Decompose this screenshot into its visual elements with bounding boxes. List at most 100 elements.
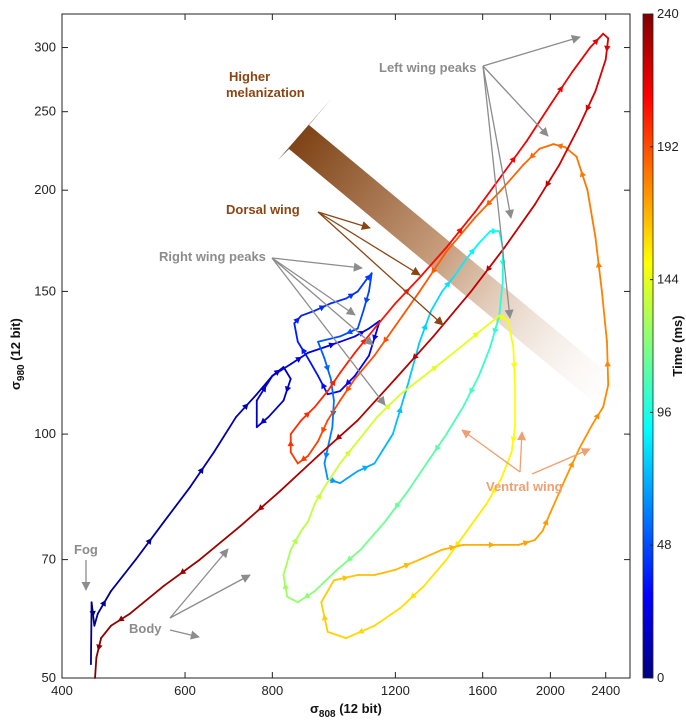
trajectory-arrowhead	[335, 433, 343, 441]
trajectory-arrowhead	[347, 293, 355, 300]
trajectory-segment	[445, 216, 476, 253]
y-axis-label: σ980 (12 bit)	[8, 318, 27, 390]
trajectory-segment	[293, 322, 299, 343]
trajectory-arrowhead	[604, 45, 611, 52]
trajectory-arrowhead	[499, 260, 507, 267]
y-tick-label: 200	[34, 182, 56, 197]
arrow-dorsal-3	[317, 211, 444, 326]
trajectory-arrowhead	[321, 426, 328, 434]
trajectory-segment	[477, 230, 492, 245]
trajectory-arrowhead	[412, 353, 419, 360]
trajectory-arrowhead	[301, 347, 308, 355]
trajectory-arrowhead	[342, 575, 349, 582]
trajectory-segment	[94, 656, 98, 679]
trajectory-segment	[423, 558, 448, 587]
trajectory-segment	[485, 314, 501, 327]
trajectory-arrowhead	[456, 227, 463, 235]
annotation-higher-melanization-line2: melanization	[226, 85, 305, 100]
trajectory-arrowhead	[303, 592, 311, 599]
trajectory-segment	[453, 256, 469, 277]
trajectory-arrowhead	[323, 364, 330, 372]
trajectory-arrowhead	[595, 261, 603, 268]
trajectory-segment	[271, 363, 292, 377]
x-tick-label: 1200	[381, 683, 410, 698]
trajectory-segment	[110, 558, 137, 593]
arrow-body-2	[169, 574, 251, 619]
arrow-left-peak-4	[482, 65, 514, 319]
trajectory-segment	[317, 335, 341, 343]
trajectory-arrowhead	[315, 492, 322, 500]
trajectory-segment	[373, 302, 397, 330]
trajectory-arrowhead	[472, 331, 480, 339]
trajectory-arrowhead	[96, 644, 103, 651]
trajectory-arrowhead	[557, 85, 564, 93]
trajectory-arrowhead	[291, 537, 298, 545]
colorbar-tick-label: 192	[657, 139, 679, 154]
trajectory-segment	[313, 568, 338, 593]
trajectory-segment	[432, 290, 472, 338]
trajectory-segment	[477, 346, 492, 377]
trajectory-arrowhead	[431, 365, 438, 372]
trajectory-arrowhead	[492, 327, 499, 335]
arrow-right-peak-3	[271, 257, 374, 346]
trajectory-arrowhead	[179, 568, 187, 575]
trajectory-arrowhead	[321, 614, 329, 621]
trajectory-arrowhead	[357, 330, 365, 337]
trajectory-segment	[307, 503, 316, 523]
trajectory-segment	[326, 426, 334, 450]
trajectory-arrowhead	[364, 274, 371, 281]
trajectory-arrowhead	[396, 406, 403, 414]
trajectory-arrowhead	[329, 379, 336, 387]
trajectory-arrowhead	[344, 449, 351, 457]
trajectory-arrowhead	[372, 334, 379, 342]
trajectory-arrowhead	[510, 362, 518, 370]
colorbar-tick-label: 240	[657, 6, 679, 21]
trajectory-segment	[356, 278, 368, 293]
series-trajectory	[282, 228, 507, 604]
trajectory-segment	[329, 297, 347, 305]
trajectory-arrowhead	[145, 538, 152, 545]
series-trajectory	[287, 143, 611, 576]
trajectory-segment	[430, 290, 444, 312]
colorbar-tick-label: 0	[657, 670, 664, 685]
series-trajectory	[89, 272, 381, 666]
trajectory-arrowhead	[89, 610, 96, 618]
y-tick-label: 300	[34, 40, 56, 55]
trajectory-segment	[213, 416, 238, 454]
series-layer	[89, 32, 611, 679]
trajectory-segment	[289, 419, 303, 436]
trajectory-segment	[399, 374, 426, 396]
trajectory-arrowhead	[421, 323, 428, 331]
trajectory-arrowhead	[579, 170, 586, 178]
trajectory-arrowhead	[303, 411, 311, 419]
trajectory-segment	[533, 529, 544, 541]
trajectory-segment	[282, 548, 292, 576]
trajectory-arrowhead	[345, 385, 352, 393]
trajectory-segment	[326, 390, 341, 396]
trajectory-segment	[474, 175, 502, 213]
annotation-dorsal-wing: Dorsal wing	[226, 202, 300, 217]
trajectory-segment	[394, 290, 421, 327]
y-tick-label: 250	[34, 104, 56, 119]
x-tick-label: 800	[261, 683, 283, 698]
trajectory-segment	[317, 340, 326, 360]
melanization-arrow	[278, 98, 640, 424]
trajectory-segment	[93, 612, 99, 627]
y-tick-label: 100	[34, 426, 56, 441]
trajectory-segment	[128, 584, 166, 615]
trajectory-arrowhead	[468, 248, 475, 255]
trajectory-arrowhead	[321, 382, 328, 390]
trajectory-segment	[549, 478, 567, 514]
trajectory-segment	[323, 462, 341, 489]
arrow-ventral-1	[461, 429, 521, 473]
trajectory-arrowhead	[469, 387, 476, 395]
trajectory-arrowhead	[568, 461, 574, 468]
trajectory-arrowhead	[100, 599, 106, 607]
trajectory-arrowhead	[346, 328, 353, 335]
trajectory-arrowhead	[491, 228, 498, 235]
series-trajectory	[94, 32, 611, 679]
trajectory-arrowhead	[260, 385, 267, 393]
trajectory-segment	[359, 520, 386, 551]
trajectory-segment	[300, 520, 309, 532]
